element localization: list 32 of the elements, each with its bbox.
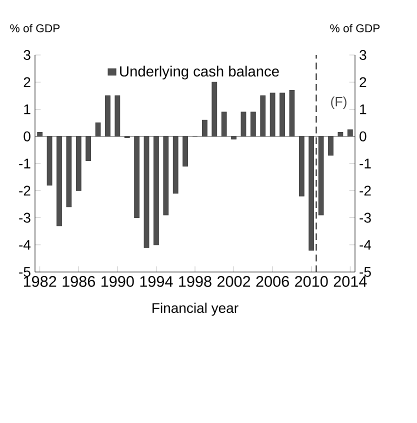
y-tick-label: 0 (24, 131, 30, 142)
y-tick-label: -1 (19, 158, 30, 168)
y2-tick-label: 1 (360, 104, 366, 114)
y-tick-label: -4 (19, 240, 31, 250)
y-axis-title: % of GDP (10, 24, 60, 32)
y-tick-label: 2 (24, 77, 30, 88)
y2-tick-label: -1 (360, 158, 371, 168)
x-tick-label: 1998 (179, 276, 212, 287)
y2-tick-label: 2 (360, 77, 366, 88)
y-tick-label: -3 (19, 212, 30, 223)
x-tick-label: 2002 (218, 276, 250, 287)
x-tick-label: 1982 (24, 276, 56, 287)
x-tick-label: 1994 (140, 276, 173, 287)
y2-tick-label: 3 (360, 50, 366, 60)
x-tick-label: 1986 (62, 276, 95, 287)
x-axis-title: Financial year (152, 302, 238, 316)
x-tick-label: 2006 (256, 276, 289, 287)
y2-tick-label: -4 (360, 240, 372, 250)
annotation: (F) (331, 96, 346, 109)
y2-tick-label: 0 (360, 131, 366, 142)
x-tick-label: 2014 (334, 276, 367, 287)
y2-axis-title: % of GDP (330, 24, 380, 32)
y2-tick-label: -5 (360, 267, 371, 277)
y2-tick-label: -2 (360, 186, 371, 196)
y2-tick-label: -3 (360, 212, 371, 223)
y-tick-label: 3 (24, 50, 30, 60)
y-tick-label: 1 (24, 104, 30, 114)
x-tick-label: 2010 (295, 276, 328, 287)
legend-label: Underlying cash balance (120, 66, 279, 80)
x-tick-label: 1990 (102, 276, 134, 287)
y-tick-label: -5 (19, 267, 30, 277)
y-tick-label: -2 (19, 186, 30, 196)
